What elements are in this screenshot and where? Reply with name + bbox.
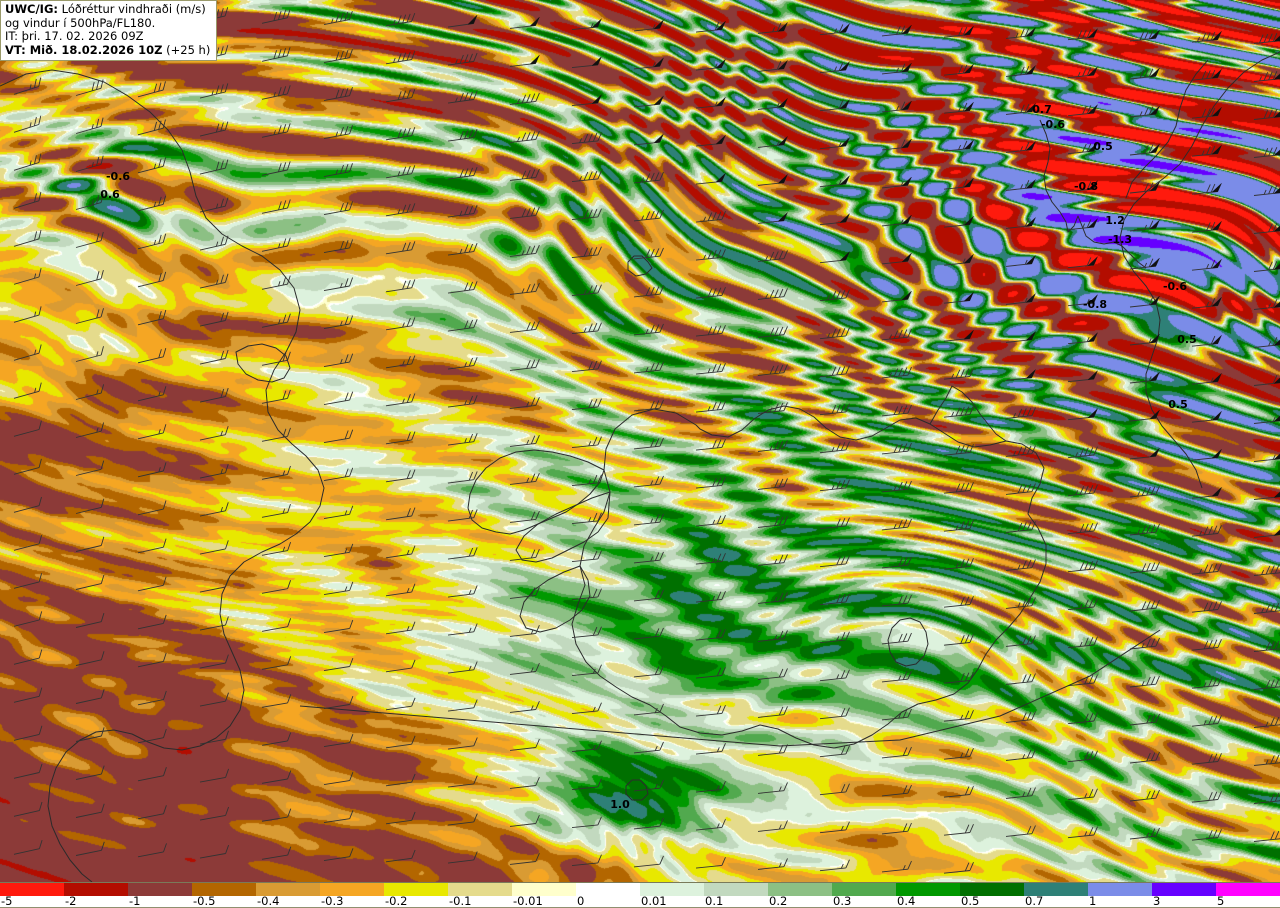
colorbar-swatch — [896, 883, 960, 896]
colorbar-tick: 5 — [1217, 894, 1225, 908]
colorbar-swatches — [0, 882, 1280, 896]
colorbar-tick: -0.4 — [257, 894, 280, 908]
info-field-name: Lóðréttur vindhraði (m/s) — [57, 2, 206, 16]
colorbar-tick: -2 — [65, 894, 77, 908]
colorbar-tick: 1 — [1089, 894, 1097, 908]
colorbar-tick: 0.3 — [833, 894, 852, 908]
forecast-info-box: UWC/IG: Lóðréttur vindhraði (m/s) og vin… — [0, 0, 218, 62]
colorbar-swatch — [1216, 883, 1280, 896]
colorbar-swatch — [384, 883, 448, 896]
colorbar-swatch — [832, 883, 896, 896]
info-line-field: UWC/IG: Lóðréttur vindhraði (m/s) — [5, 2, 210, 17]
colorbar-swatch — [1024, 883, 1088, 896]
colorbar-tick: -0.1 — [449, 894, 472, 908]
colorbar-tick: 0.01 — [641, 894, 667, 908]
forecast-map[interactable]: -0.6 0.6 0.7 -0.6 0.5 -0.8 1.2 -1.3 -0.8 -0.6 0.5 0… — [0, 0, 1280, 882]
colorbar-swatch — [576, 883, 640, 896]
colorbar-tick: 0.4 — [897, 894, 916, 908]
colorbar-tick: -0.2 — [385, 894, 408, 908]
colorbar-swatch — [256, 883, 320, 896]
colorbar: -5 -2 -1 -0.5 -0.4 -0.3 -0.2 -0.1 -0.01 0 0.01 0.1 0… — [0, 882, 1280, 908]
colorbar-swatch — [128, 883, 192, 896]
colorbar-swatch — [768, 883, 832, 896]
info-model-label: UWC/IG: — [5, 2, 58, 16]
info-lead-time: (+25 h) — [162, 42, 211, 57]
colorbar-tick: -1 — [129, 894, 141, 908]
colorbar-swatch — [640, 883, 704, 896]
colorbar-tick: 0.2 — [769, 894, 788, 908]
colorbar-tick: -0.3 — [321, 894, 344, 908]
colorbar-tick: 0.5 — [961, 894, 980, 908]
colorbar-swatch — [192, 883, 256, 896]
colorbar-swatch — [448, 883, 512, 896]
colorbar-tick: 3 — [1153, 894, 1161, 908]
colorbar-swatch — [1088, 883, 1152, 896]
colorbar-tick: -0.01 — [513, 894, 543, 908]
colorbar-tick: -0.5 — [193, 894, 216, 908]
vertical-velocity-field-canvas — [0, 0, 1280, 882]
colorbar-tick-labels: -5 -2 -1 -0.5 -0.4 -0.3 -0.2 -0.1 -0.01 0 0.01 0.1 0… — [0, 895, 1280, 908]
colorbar-tick: 0.1 — [705, 894, 724, 908]
info-line-valid-time: VT: Mið. 18.02.2026 10Z (+25 h) — [5, 42, 211, 58]
colorbar-tick: 0 — [577, 894, 585, 908]
info-line-level: og vindur í 500hPa/FL180. — [5, 15, 156, 30]
colorbar-swatch — [320, 883, 384, 896]
info-line-init-time: IT: þri. 17. 02. 2026 09Z — [5, 29, 144, 44]
colorbar-swatch — [512, 883, 576, 896]
colorbar-swatch — [0, 883, 64, 896]
colorbar-swatch — [704, 883, 768, 896]
colorbar-tick: -5 — [1, 894, 13, 908]
colorbar-swatch — [64, 883, 128, 896]
colorbar-tick: 0.7 — [1025, 894, 1044, 908]
colorbar-swatch — [960, 883, 1024, 896]
colorbar-swatch — [1152, 883, 1216, 896]
info-valid-time-label: VT: Mið. 18.02.2026 10Z — [5, 42, 163, 57]
